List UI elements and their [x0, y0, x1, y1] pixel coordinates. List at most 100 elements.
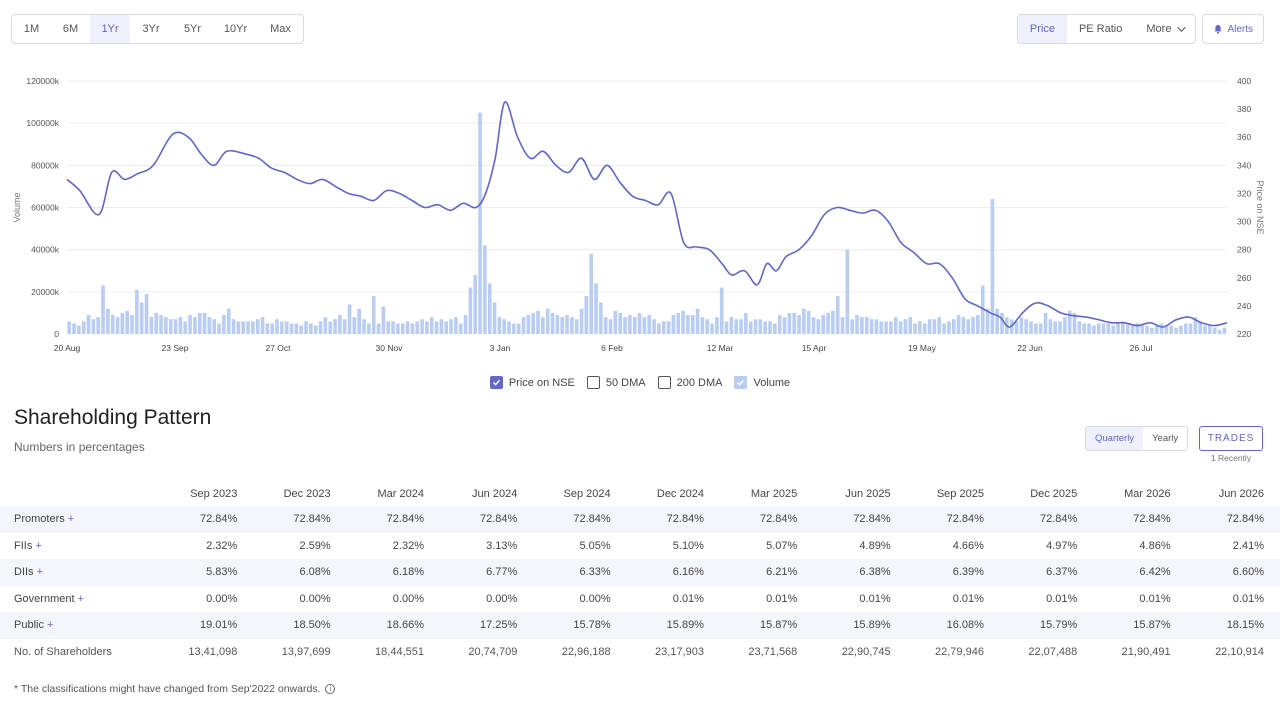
volume-bar	[338, 315, 342, 334]
range-10yr-button[interactable]: 10Yr	[223, 23, 248, 35]
table-row[interactable]: FIIs +2.32% 2.59% 2.32% 3.13% 5.05% 5.10% 5.07%…	[0, 533, 1280, 560]
volume-bar	[1087, 323, 1091, 334]
range-5yr-button[interactable]: 5Yr	[183, 23, 202, 35]
volume-bar	[603, 317, 608, 334]
range-6m-button[interactable]: 6M	[62, 23, 79, 35]
row-label: Government	[14, 592, 75, 605]
volume-bar	[541, 317, 545, 334]
table-cell: 5.07%	[766, 539, 798, 552]
pe-ratio-view-button[interactable]: PE Ratio	[1078, 23, 1123, 35]
legend-200-dma[interactable]: 200 DMA	[657, 376, 722, 389]
range-1m-button[interactable]: 1M	[23, 23, 40, 35]
alerts-button[interactable]: Alerts	[1202, 14, 1264, 44]
volume-bar	[652, 319, 656, 334]
row-label: Public	[14, 619, 44, 632]
volume-bar	[1164, 325, 1169, 334]
volume-bar	[787, 312, 792, 334]
volume-bar	[371, 296, 376, 334]
table-cell: 0.00%	[486, 592, 518, 605]
table-cell: 72.84%	[346, 506, 440, 533]
volume-bar	[217, 323, 221, 334]
table-cell: 6.21%	[719, 559, 814, 586]
legend-50-dma[interactable]: 50 DMA	[586, 376, 646, 389]
table-cell: 3.13%	[486, 539, 518, 552]
volume-bar	[980, 285, 985, 334]
right-tick-label: 260	[1237, 273, 1251, 283]
table-cell: 22,90,745	[841, 645, 891, 658]
volume-bar	[971, 317, 975, 334]
volume-bar	[1154, 325, 1159, 334]
range-1yr-button[interactable]: 1Yr	[90, 15, 130, 43]
volume-bar	[313, 325, 318, 334]
volume-bar	[661, 321, 666, 334]
expand-plus-icon[interactable]: +	[67, 513, 75, 526]
table-cell: 18,44,551	[375, 645, 424, 658]
table-cell: 4.97%	[1046, 539, 1078, 552]
volume-bar	[845, 249, 850, 334]
legend-volume[interactable]: Volume	[734, 376, 790, 389]
volume-bar	[821, 315, 826, 334]
volume-bar	[376, 323, 381, 334]
table-cell: 22,07,488	[1028, 645, 1078, 658]
table-cell: 13,97,699	[281, 645, 331, 658]
expand-plus-icon[interactable]: +	[36, 566, 43, 579]
volume-bar	[657, 323, 661, 334]
volume-bar	[193, 317, 197, 334]
alerts-label: Alerts	[1227, 23, 1253, 35]
volume-bar	[1208, 325, 1212, 334]
expand-plus-icon[interactable]: +	[46, 619, 54, 632]
volume-bar	[816, 319, 821, 334]
volume-bar	[333, 319, 337, 334]
table-row[interactable]: Promoters +72.84% 72.84% 72.84% 72.84% 72.84%…	[0, 506, 1280, 533]
volume-bar	[932, 319, 937, 334]
time-range-selector: 1M 6M 1Yr 3Yr 5Yr 10Yr Max	[11, 14, 304, 44]
volume-bar	[1038, 323, 1043, 334]
volume-bar	[826, 312, 830, 334]
volume-bar	[246, 321, 250, 334]
volume-bar	[1222, 327, 1227, 335]
yearly-button[interactable]: Yearly	[1152, 433, 1179, 444]
volume-bar	[729, 317, 734, 334]
table-cell: 22,10,914	[1215, 645, 1264, 658]
row-label-cell: Promoters +	[0, 506, 160, 533]
more-views-dropdown[interactable]: More	[1134, 15, 1195, 43]
table-cell: 6.37%	[999, 559, 1094, 586]
range-max-button[interactable]: Max	[270, 23, 291, 35]
volume-bar	[391, 321, 395, 334]
trades-button[interactable]: TRADES	[1199, 426, 1263, 451]
legend-price-on-nse[interactable]: Price on NSE	[489, 376, 575, 389]
expand-plus-icon[interactable]: +	[77, 592, 84, 605]
info-icon[interactable]: i	[325, 684, 336, 694]
volume-bar	[768, 321, 772, 334]
table-cell: 0.01%	[766, 592, 798, 605]
table-cell: 0.00%	[299, 592, 331, 605]
table-cell: 72.84%	[999, 506, 1094, 533]
quarterly-button[interactable]: Quarterly	[1086, 427, 1144, 450]
x-tick-label: 23 Sep	[162, 343, 189, 353]
price-volume-chart[interactable]: 0 20000k 40000k 60000k 80000k 100000k 120000k 2…	[0, 60, 1280, 365]
volume-bar	[304, 321, 308, 334]
x-tick-label: 3 Jan	[490, 343, 511, 353]
right-tick-label: 360	[1237, 132, 1251, 142]
table-row[interactable]: Government +0.00% 0.00% 0.00% 0.00% 0.00% 0.01…	[0, 586, 1280, 613]
section-subtitle: Numbers in percentages	[14, 440, 145, 454]
volume-bar	[1125, 323, 1130, 334]
price-view-button[interactable]: Price	[1017, 15, 1067, 43]
checkbox-unchecked-icon	[586, 376, 600, 389]
row-label-cell: Public +	[0, 612, 160, 639]
row-label: No. of Shareholders	[14, 645, 112, 658]
table-row[interactable]: Public +19.01% 18.50% 18.66% 17.25% 15.78% 15.…	[0, 612, 1280, 639]
table-row[interactable]: DIIs +5.83% 6.08% 6.18% 6.77% 6.33% 6.16% 6.21%…	[0, 559, 1280, 586]
volume-bar	[773, 323, 777, 334]
expand-plus-icon[interactable]: +	[35, 539, 42, 552]
table-cell: 0.01%	[952, 592, 984, 605]
volume-bar	[400, 323, 405, 334]
volume-bar	[386, 321, 391, 334]
volume-bar	[613, 310, 618, 334]
volume-bar	[874, 319, 879, 334]
volume-bar	[342, 319, 347, 334]
range-3yr-button[interactable]: 3Yr	[142, 23, 160, 35]
volume-bar	[362, 319, 366, 334]
volume-bar	[251, 321, 255, 334]
volume-bar	[879, 321, 884, 334]
